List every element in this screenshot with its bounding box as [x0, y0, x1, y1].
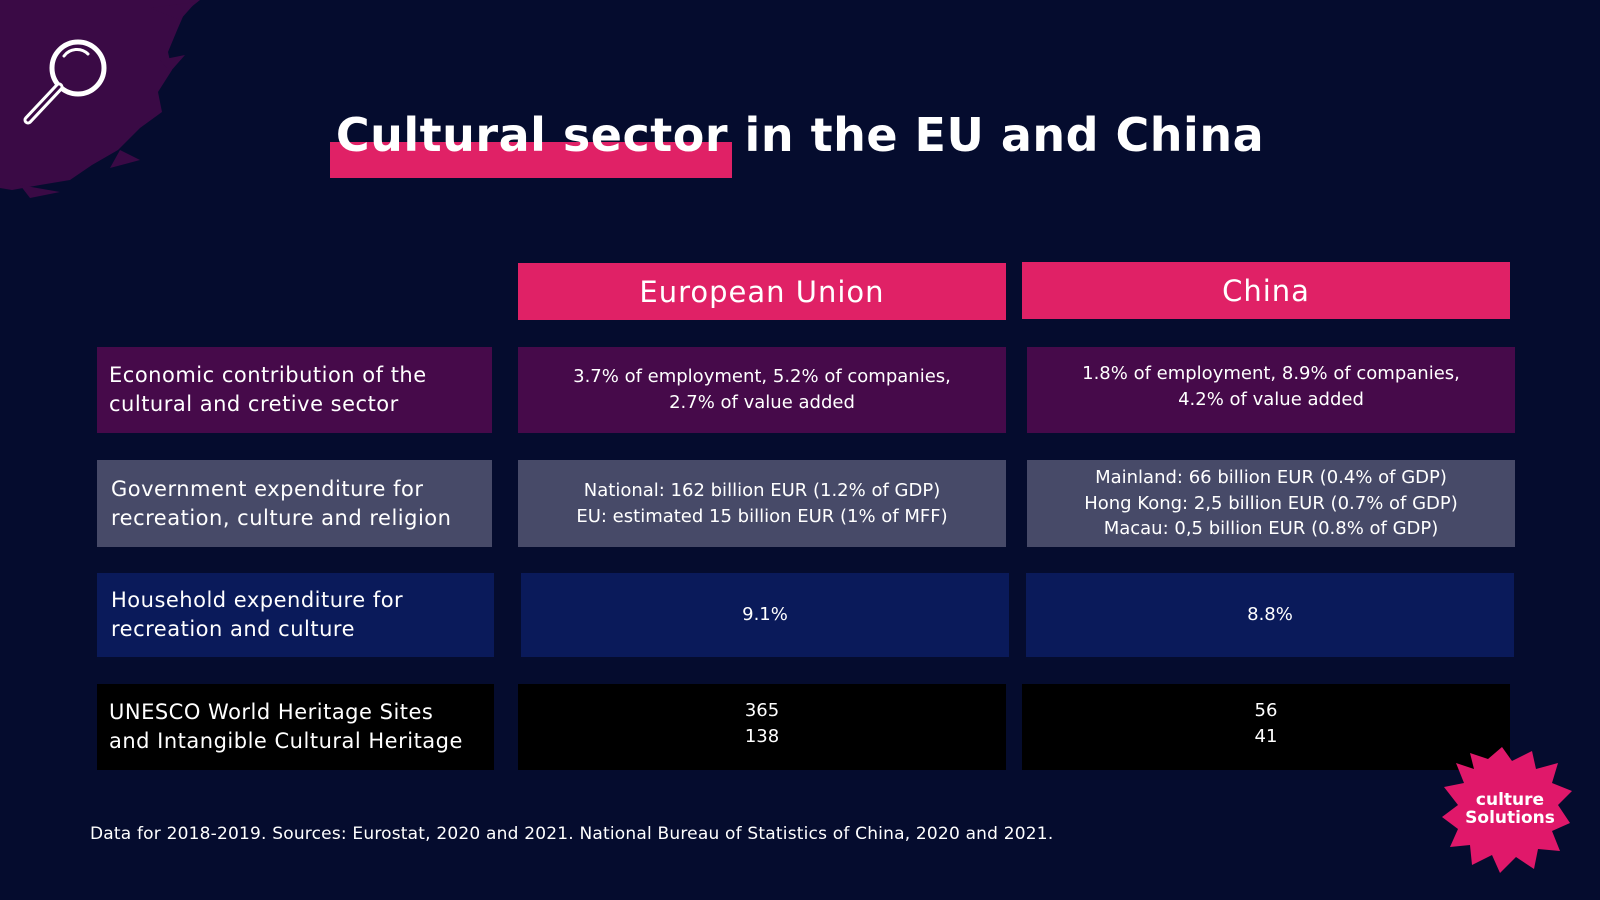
cell-line: EU: estimated 15 billion EUR (1% of MFF) — [576, 505, 948, 527]
cell-eu-unesco-heritage: 365 138 — [518, 684, 1006, 770]
column-header-china: China — [1022, 262, 1510, 319]
cell-line: 365 — [744, 700, 780, 722]
decorative-splash-top-left — [0, 0, 200, 198]
cell-line: 138 — [744, 726, 780, 747]
cell-line: National: 162 billion EUR (1.2% of GDP) — [583, 479, 941, 501]
row-label-line: Household expenditure for — [111, 588, 404, 613]
cell-line: 41 — [1254, 726, 1278, 747]
column-header-eu-label: European Union — [639, 274, 885, 309]
row-label-line: recreation and culture — [111, 617, 356, 641]
row-label-line: recreation, culture and religion — [111, 505, 452, 530]
logo-line-1: culture — [1475, 790, 1545, 810]
row-label-line: and Intangible Cultural Heritage — [109, 729, 463, 753]
cell-line: Mainland: 66 billion EUR (0.4% of GDP) — [1095, 467, 1447, 489]
row-label-line: UNESCO World Heritage Sites — [109, 700, 434, 725]
cell-china-unesco-heritage: 56 41 — [1022, 684, 1510, 770]
row-label-household-expenditure: Household expenditure for recreation and … — [97, 573, 494, 657]
cell-line: 1.8% of employment, 8.9% of companies, — [1082, 363, 1460, 385]
row-label-line: cultural and cretive sector — [109, 392, 399, 416]
column-header-eu: European Union — [518, 263, 1006, 320]
logo-splash — [1442, 747, 1572, 873]
cell-china-household-expenditure: 8.8% — [1026, 573, 1514, 657]
row-label-economic-contribution: Economic contribution of the cultural and… — [97, 347, 492, 433]
cell-line: 9.1% — [742, 604, 788, 626]
cell-eu-economic-contribution: 3.7% of employment, 5.2% of companies, 2.… — [518, 347, 1006, 433]
cell-eu-government-expenditure: National: 162 billion EUR (1.2% of GDP) E… — [518, 460, 1006, 547]
cell-line: Macau: 0,5 billion EUR (0.8% of GDP) — [1103, 518, 1439, 540]
row-label-unesco-heritage: UNESCO World Heritage Sites and Intangibl… — [97, 684, 494, 770]
cell-line: 56 — [1254, 700, 1278, 722]
culture-solutions-logo: culture Solutions — [1455, 790, 1565, 828]
cell-line: Hong Kong: 2,5 billion EUR (0.7% of GDP) — [1084, 492, 1458, 514]
page-title: Cultural sector in the EU and China — [329, 108, 1265, 179]
magnifier-icon — [23, 39, 107, 125]
cell-eu-household-expenditure: 9.1% — [521, 573, 1009, 657]
cell-china-economic-contribution: 1.8% of employment, 8.9% of companies, 4.… — [1027, 347, 1515, 433]
row-label-line: Government expenditure for — [111, 476, 424, 501]
row-label-line: Economic contribution of the — [109, 363, 427, 388]
title-rest: in the EU and China — [728, 108, 1265, 162]
cell-line: 3.7% of employment, 5.2% of companies, — [573, 366, 951, 388]
logo-line-2: Solutions — [1465, 807, 1555, 828]
cell-china-government-expenditure: Mainland: 66 billion EUR (0.4% of GDP) Ho… — [1027, 460, 1515, 547]
source-footnote: Data for 2018-2019. Sources: Eurostat, 2… — [90, 824, 1054, 844]
column-header-china-label: China — [1222, 273, 1310, 308]
cell-line: 4.2% of value added — [1178, 389, 1364, 410]
title-highlight: Cultural sector — [329, 108, 733, 179]
row-label-government-expenditure: Government expenditure for recreation, cu… — [97, 460, 492, 547]
title-area: Cultural sector in the EU and China — [0, 108, 1600, 179]
cell-line: 2.7% of value added — [669, 392, 855, 413]
cell-line: 8.8% — [1247, 604, 1293, 626]
